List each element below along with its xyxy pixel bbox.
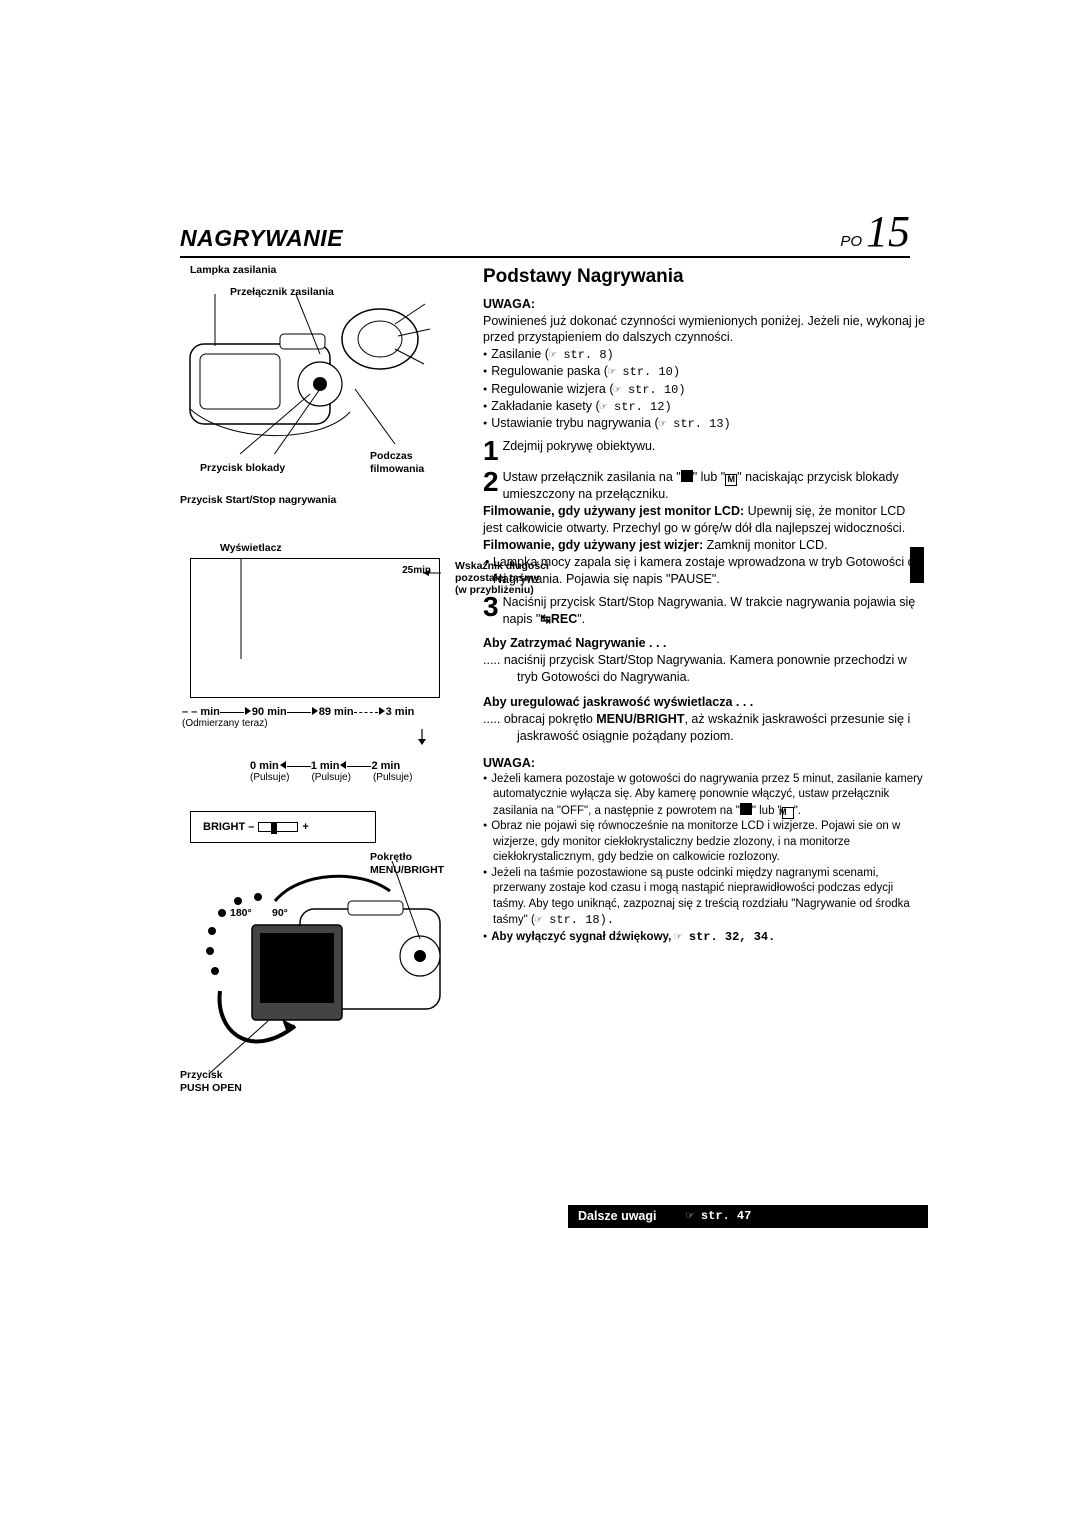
- bright-heading: Aby uregulować jaskrawość wyświetlacza .…: [483, 694, 928, 711]
- camera-open-illustration: [180, 861, 460, 1091]
- label-display: Wyświetlacz: [220, 542, 465, 554]
- tape-row-2: 0 min 1 min 2 min: [250, 760, 465, 772]
- figure-camera-bottom: Pokrętło MENU/BRIGHT 180° 90° Przycisk P…: [180, 851, 465, 1111]
- left-column: Lampka zasilania Przełącznik zasilania P…: [180, 264, 465, 1228]
- intro-text: Powinieneś już dokonać czynności wymieni…: [483, 313, 928, 347]
- mode-a-icon: [681, 470, 693, 482]
- notes-list: Jeżeli kamera pozostaje w gotowości do n…: [483, 772, 928, 946]
- pulse-row: (Pulsuje) (Pulsuje) (Pulsuje): [250, 772, 465, 783]
- display-frame: 25min: [190, 558, 440, 698]
- label-startstop: Przycisk Start/Stop nagrywania: [180, 494, 336, 507]
- label-power-lamp: Lampka zasilania: [190, 264, 276, 277]
- tape-row-1: – – min 90 min 89 min 3 min: [182, 706, 465, 718]
- bright-indicator: BRIGHT –+: [190, 811, 376, 843]
- diagram-lines: [191, 559, 441, 699]
- tape-desc: Wskaźnik długości pozostałej taśmy (w pr…: [455, 560, 585, 596]
- side-tab: [910, 547, 924, 583]
- step-1: 1 Zdejmij pokrywę obiektywu.: [483, 438, 928, 463]
- step-2: 2 Ustaw przełącznik zasilania na "" lub …: [483, 469, 928, 503]
- note-heading-1: UWAGA:: [483, 296, 928, 313]
- subsection-title: Podstawy Nagrywania: [483, 264, 928, 290]
- stop-heading: Aby Zatrzymać Nagrywanie . . .: [483, 635, 928, 652]
- page-number: PO 15: [840, 210, 910, 254]
- section-title: NAGRYWANIE: [180, 225, 343, 252]
- rec-icon: ↹REC: [540, 612, 577, 626]
- mode-m-icon: M: [782, 807, 794, 819]
- arrow-down-icon: [180, 729, 450, 747]
- note-heading-2: UWAGA:: [483, 755, 928, 772]
- right-column: Podstawy Nagrywania UWAGA: Powinieneś ju…: [483, 264, 928, 1228]
- figure-display-diagram: 25min Wskaźnik długości pozostałej taśmy…: [180, 558, 465, 698]
- note-measured-now: (Odmierzany teraz): [182, 718, 465, 729]
- label-lock-button: Przycisk blokady: [200, 462, 285, 475]
- mode-a-icon: [740, 803, 752, 815]
- step-3: 3 Naciśnij przycisk Start/Stop Nagrywani…: [483, 594, 928, 628]
- stop-text: naciśnij przycisk Start/Stop Nagrywania.…: [483, 652, 928, 686]
- figure-camera-top: Lampka zasilania Przełącznik zasilania P…: [180, 264, 465, 524]
- page-header: NAGRYWANIE PO 15: [180, 210, 910, 258]
- prereq-list: Zasilanie (☞ str. 8) Regulowanie paska (…: [483, 346, 928, 432]
- bright-text: obracaj pokrętło MENU/BRIGHT, aż wskaźni…: [483, 711, 928, 745]
- footer-crossref: Dalsze uwagi ☞ str. 47: [568, 1205, 928, 1228]
- mode-m-icon: M: [725, 474, 737, 486]
- camera-illustration: [180, 294, 435, 454]
